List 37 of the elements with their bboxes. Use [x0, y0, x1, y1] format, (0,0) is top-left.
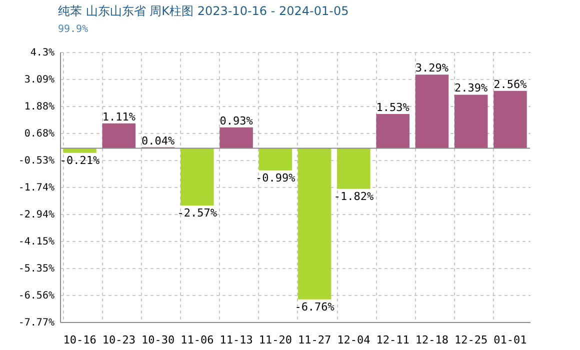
x-tick-label: 11-06 [180, 334, 214, 346]
data-label: 3.29% [415, 62, 449, 75]
y-tick-label: -4.15% [18, 236, 54, 248]
y-tick-label: 0.68% [24, 128, 54, 140]
data-label: -6.76% [294, 300, 335, 314]
y-tick-label: -2.94% [18, 209, 54, 220]
y-tick-label: 4.3% [30, 48, 54, 58]
x-tick-label: 11-27 [298, 334, 332, 346]
x-tick-label: 01-01 [494, 334, 527, 346]
x-tick-label: 12-04 [337, 334, 371, 346]
y-tick-label: -5.35% [18, 263, 54, 274]
x-tick-label: 12-18 [415, 334, 449, 346]
x-tick-label: 11-20 [258, 334, 292, 346]
data-label: 1.53% [376, 100, 410, 114]
data-label: -0.99% [256, 171, 296, 184]
data-label: -0.21% [60, 154, 100, 167]
data-label: 0.04% [141, 134, 175, 148]
data-label: 1.11% [102, 110, 136, 124]
data-label: -1.82% [334, 190, 374, 203]
chart-subtitle: 99.9% [58, 24, 88, 35]
y-tick-label: -7.77% [18, 318, 54, 328]
x-tick-label: 10-16 [63, 334, 96, 346]
x-tick-label: 12-11 [376, 334, 410, 346]
y-tick-label: -6.56% [18, 290, 54, 302]
y-tick-label: 3.09% [24, 74, 54, 86]
data-label: -2.57% [177, 206, 218, 220]
x-tick-label: 12-25 [454, 334, 488, 346]
data-label: 0.93% [220, 114, 254, 128]
x-tick-label: 11-13 [220, 334, 253, 346]
data-label: 2.39% [454, 82, 488, 95]
data-label: 2.56% [494, 78, 528, 91]
y-tick-label: -1.74% [18, 182, 54, 194]
x-tick-label: 10-23 [102, 334, 136, 346]
x-tick-label: 10-30 [141, 334, 175, 346]
y-tick-label: -0.53% [18, 156, 54, 167]
y-tick-label: 1.88% [24, 102, 54, 113]
chart-title: 纯苯 山东山东省 周K柱图 2023-10-16 - 2024-01-05 [58, 4, 349, 18]
